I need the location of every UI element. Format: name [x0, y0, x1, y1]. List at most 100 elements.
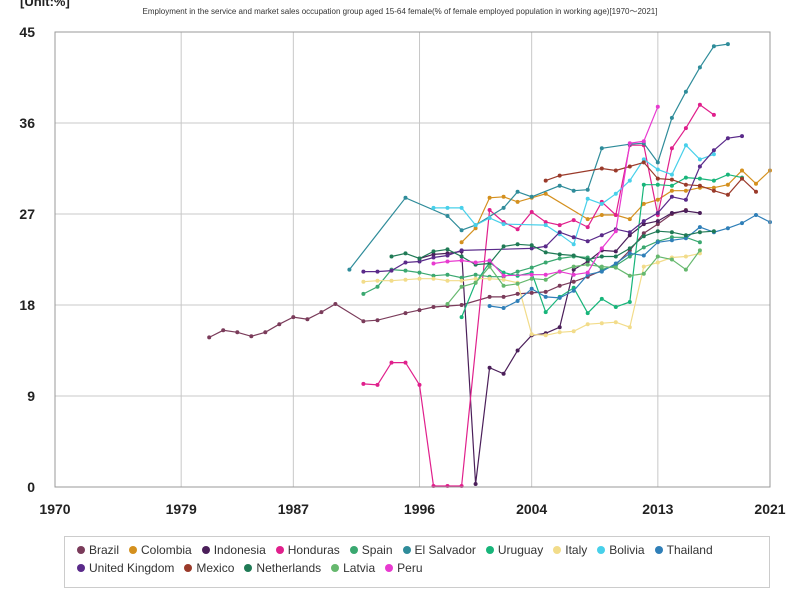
data-point-united-kingdom — [543, 244, 548, 249]
data-point-thailand — [754, 213, 758, 217]
data-point-latvia — [459, 284, 464, 289]
data-point-united-kingdom — [725, 136, 730, 141]
legend-item-latvia[interactable]: Latvia — [331, 561, 375, 575]
series-latvia — [445, 248, 702, 306]
data-point-uruguay — [543, 310, 548, 315]
data-point-mexico — [655, 176, 660, 181]
data-point-colombia — [655, 197, 660, 202]
data-point-brazil — [571, 279, 576, 284]
legend-swatch — [597, 546, 606, 554]
y-tick-label: 45 — [19, 24, 35, 40]
data-point-honduras — [417, 382, 422, 387]
data-point-latvia — [473, 280, 478, 285]
y-tick-label: 27 — [19, 206, 35, 222]
data-point-indonesia — [473, 482, 478, 486]
data-point-el-salvador — [669, 115, 674, 120]
data-point-mexico — [740, 176, 744, 181]
legend-item-bolivia[interactable]: Bolivia — [597, 543, 645, 557]
data-point-peru — [445, 259, 450, 264]
data-point-united-kingdom — [669, 194, 674, 199]
data-point-latvia — [501, 283, 506, 288]
legend-swatch — [129, 546, 138, 554]
legend-item-mexico[interactable]: Mexico — [184, 561, 234, 575]
data-point-thailand — [740, 221, 744, 226]
x-tick-label: 1970 — [39, 501, 70, 517]
data-point-united-kingdom — [711, 148, 716, 153]
x-tick-label: 1987 — [278, 501, 309, 517]
legend-item-uruguay[interactable]: Uruguay — [485, 543, 543, 557]
legend-item-colombia[interactable]: Colombia — [129, 543, 192, 557]
data-point-spain — [445, 272, 450, 277]
legend-item-united-kingdom[interactable]: United Kingdom — [77, 561, 174, 575]
data-point-indonesia — [683, 209, 688, 213]
legend-item-netherlands[interactable]: Netherlands — [244, 561, 321, 575]
series-el-salvador — [347, 42, 730, 272]
data-point-uruguay — [697, 176, 702, 181]
data-point-brazil — [235, 330, 240, 335]
data-point-bolivia — [697, 157, 702, 162]
data-point-uruguay — [459, 315, 464, 320]
data-point-italy — [641, 264, 646, 269]
data-point-latvia — [683, 267, 688, 272]
data-point-indonesia — [641, 222, 646, 227]
legend-item-honduras[interactable]: Honduras — [275, 543, 340, 557]
data-point-italy — [445, 278, 450, 283]
data-point-italy — [571, 329, 576, 334]
data-point-united-kingdom — [641, 219, 646, 224]
data-point-united-kingdom — [585, 239, 590, 244]
data-point-uruguay — [627, 300, 632, 304]
legend-item-indonesia[interactable]: Indonesia — [201, 543, 266, 557]
data-point-peru — [431, 261, 436, 266]
legend-item-italy[interactable]: Italy — [553, 543, 587, 557]
legend-item-peru[interactable]: Peru — [385, 561, 423, 575]
legend-item-spain[interactable]: Spain — [349, 543, 393, 557]
data-point-honduras — [515, 227, 520, 232]
data-point-colombia — [711, 185, 716, 190]
data-point-el-salvador — [529, 194, 534, 199]
data-point-honduras — [389, 360, 394, 365]
data-point-united-kingdom — [627, 230, 632, 235]
data-point-mexico — [599, 166, 604, 171]
legend-item-thailand[interactable]: Thailand — [654, 543, 713, 557]
series-united-kingdom — [361, 134, 744, 274]
y-tick-label: 9 — [27, 388, 35, 404]
data-point-colombia — [725, 182, 730, 187]
series-line-mexico — [545, 161, 757, 196]
data-point-brazil — [557, 283, 562, 288]
data-point-netherlands — [697, 230, 702, 235]
data-point-uruguay — [725, 172, 730, 177]
data-point-brazil — [361, 319, 366, 324]
data-point-el-salvador — [655, 160, 660, 165]
data-point-brazil — [417, 308, 422, 313]
data-point-united-kingdom — [375, 269, 380, 274]
legend-item-el-salvador[interactable]: El Salvador — [402, 543, 476, 557]
series-thailand — [487, 213, 772, 310]
data-point-indonesia — [669, 211, 674, 215]
data-point-italy — [375, 278, 380, 283]
data-point-thailand — [599, 269, 604, 274]
data-point-bolivia — [459, 205, 464, 210]
data-point-uruguay — [599, 296, 604, 301]
data-point-bolivia — [641, 157, 646, 162]
data-point-bolivia — [655, 167, 660, 172]
legend-item-brazil[interactable]: Brazil — [77, 543, 119, 557]
legend-label: Bolivia — [609, 543, 645, 557]
data-point-colombia — [669, 188, 674, 193]
series-line-united-kingdom — [363, 135, 743, 273]
data-point-netherlands — [613, 254, 618, 259]
data-point-brazil — [207, 335, 212, 340]
data-point-latvia — [655, 254, 660, 259]
legend-label: Latvia — [343, 561, 376, 575]
data-point-el-salvador — [571, 188, 576, 193]
data-point-peru — [501, 273, 506, 278]
data-point-netherlands — [641, 234, 646, 239]
data-point-thailand — [515, 299, 520, 303]
data-point-peru — [487, 258, 492, 263]
legend-swatch — [654, 546, 663, 554]
data-point-honduras — [571, 218, 576, 223]
data-point-bolivia — [445, 205, 450, 210]
data-point-mexico — [683, 182, 688, 187]
data-point-spain — [697, 240, 702, 245]
data-point-netherlands — [655, 229, 660, 234]
